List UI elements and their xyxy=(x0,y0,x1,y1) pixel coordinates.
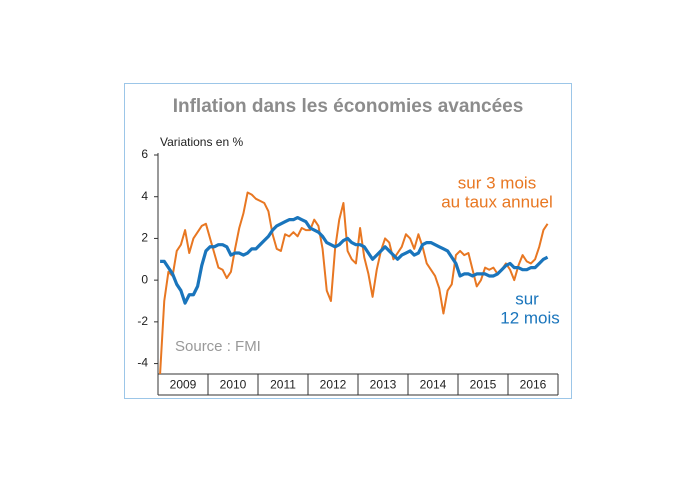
y-tick-label: 4 xyxy=(141,189,148,203)
y-axis-label: Variations en % xyxy=(160,135,243,149)
x-tick-label: 2010 xyxy=(220,378,247,392)
y-tick-label: 2 xyxy=(141,231,148,245)
x-tick-label: 2012 xyxy=(320,378,347,392)
line-series xyxy=(160,215,549,305)
series-label: au taux annuel xyxy=(441,192,553,211)
x-tick-label: 2009 xyxy=(170,378,197,392)
y-tick-label: -4 xyxy=(137,356,148,370)
x-tick-label: 2011 xyxy=(270,378,296,392)
x-tick-label: 2016 xyxy=(520,378,547,392)
series-label: sur 3 mois xyxy=(458,173,536,192)
y-tick-label: -2 xyxy=(137,314,148,328)
y-tick-label: 0 xyxy=(141,272,148,286)
series-label: 12 mois xyxy=(500,308,560,327)
x-tick-label: 2013 xyxy=(370,378,397,392)
y-tick-label: 6 xyxy=(141,147,148,161)
source: Source : FMI xyxy=(175,338,261,355)
chart-title: Inflation dans les économies avancées xyxy=(173,96,524,117)
frame xyxy=(124,83,572,399)
x-tick-label: 2014 xyxy=(420,378,447,392)
x-tick-label: 2015 xyxy=(470,378,497,392)
series-label: sur xyxy=(515,289,539,308)
